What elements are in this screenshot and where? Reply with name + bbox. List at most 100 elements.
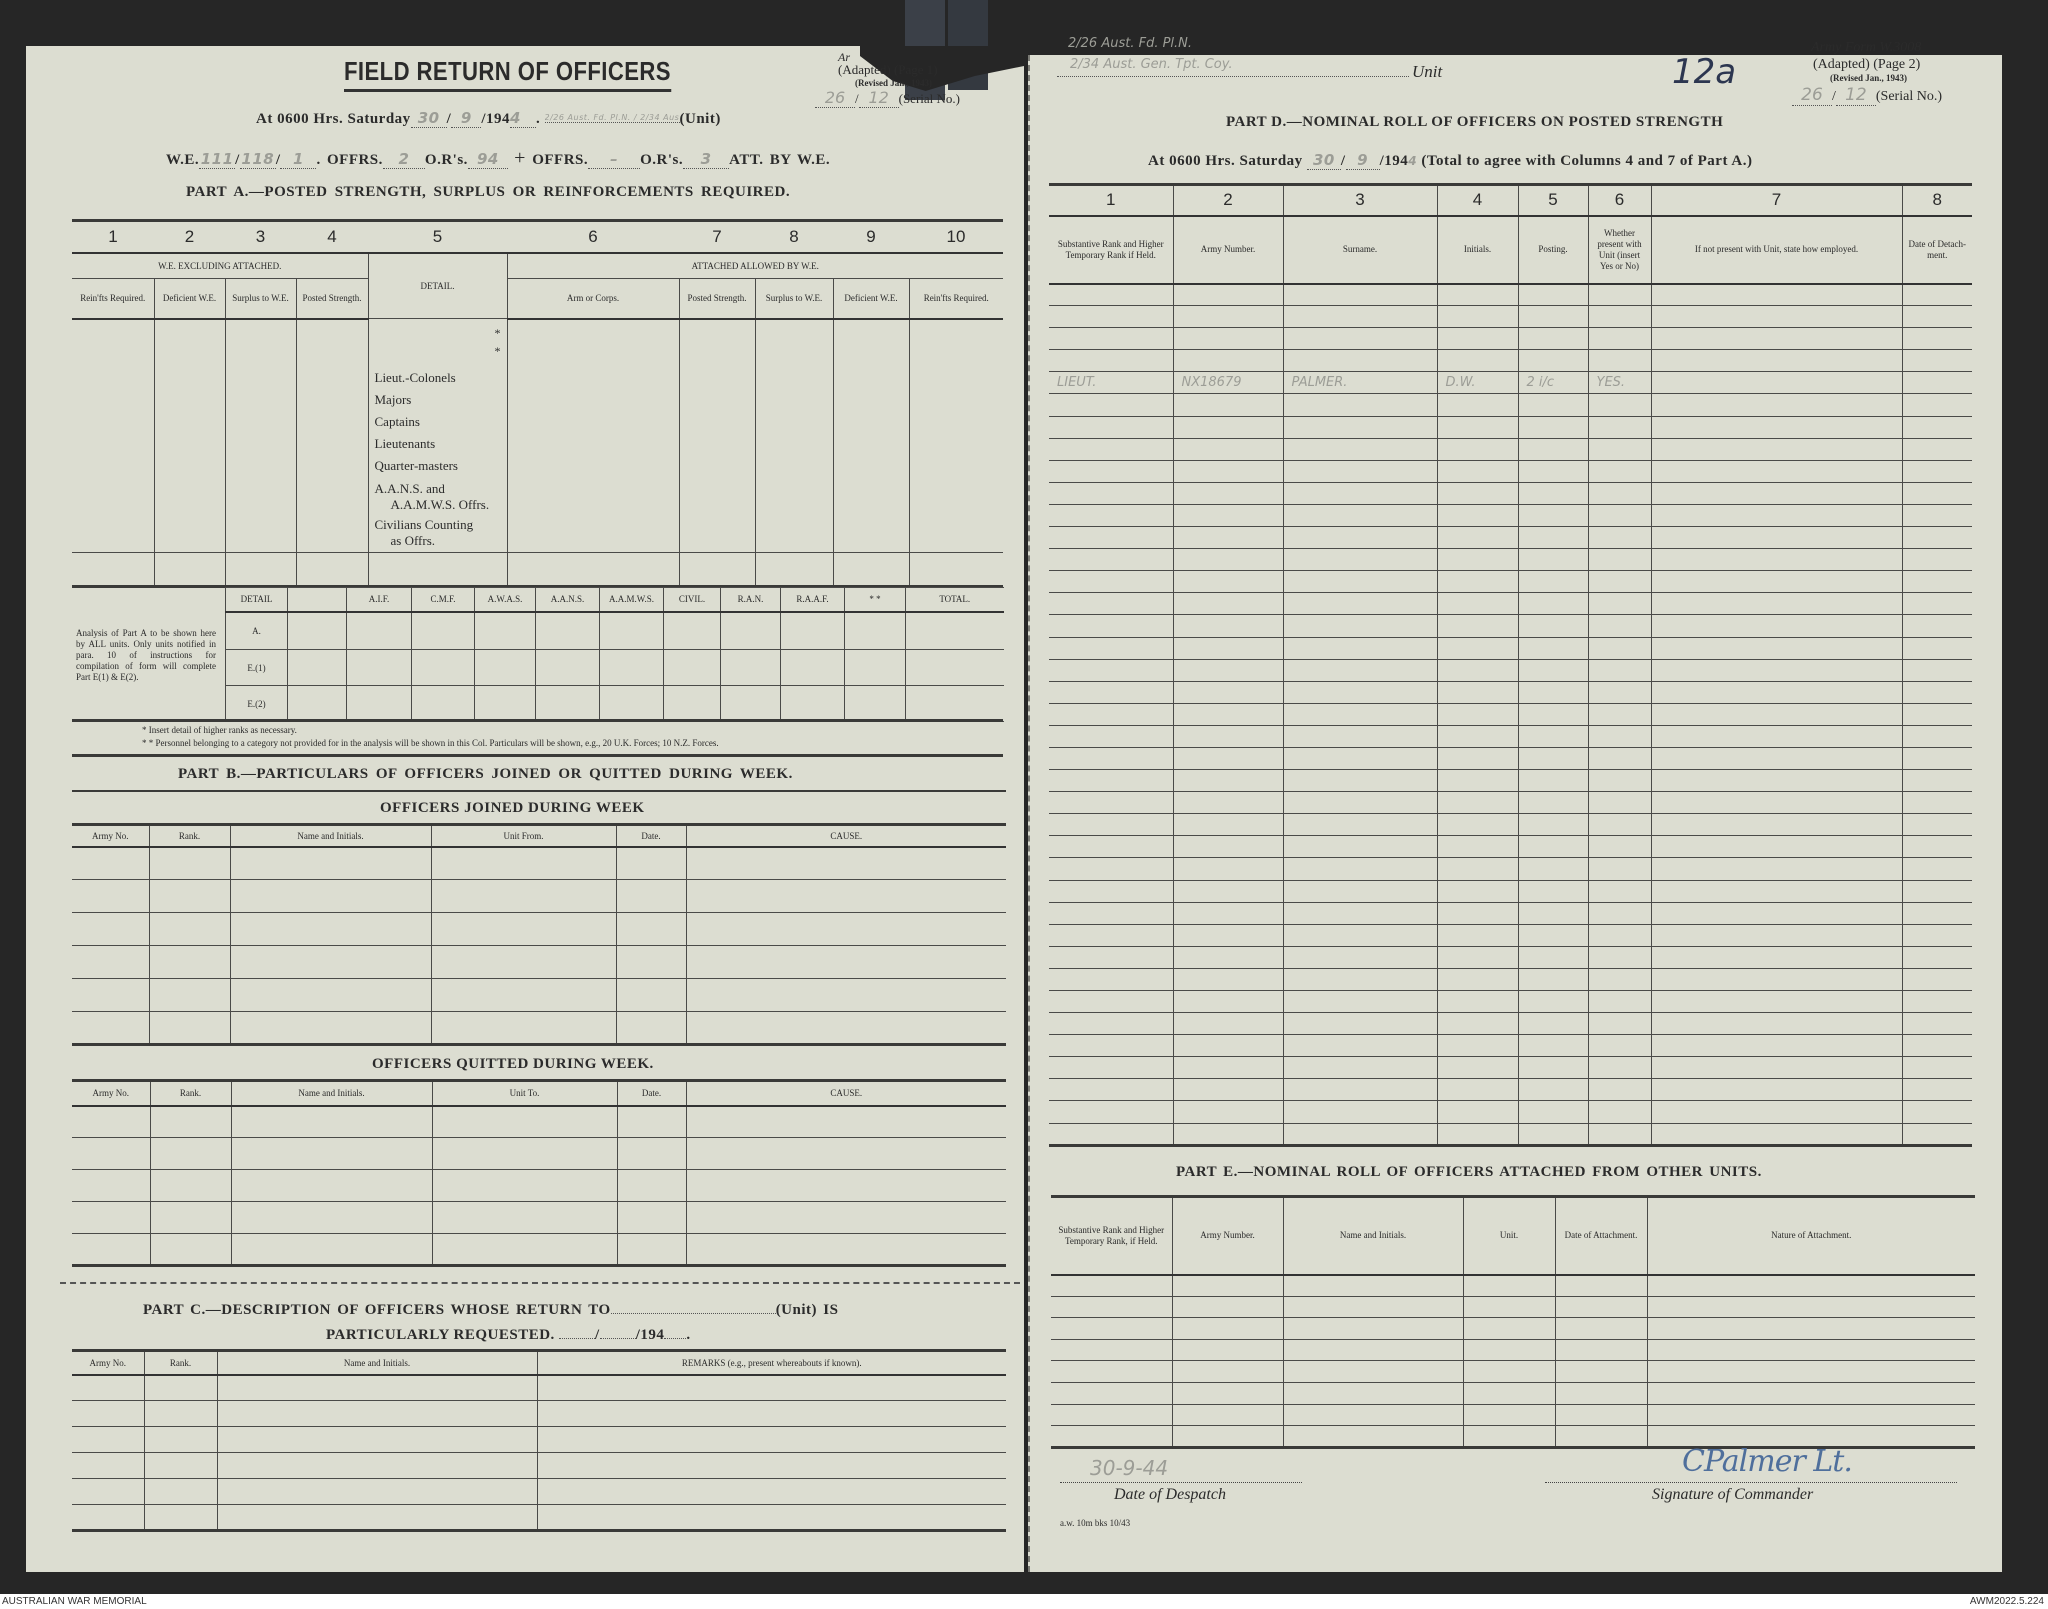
table-cell[interactable] xyxy=(1650,813,1903,837)
table-cell[interactable] xyxy=(1901,503,1972,528)
table-cell[interactable] xyxy=(1901,1078,1972,1102)
table-cell[interactable] xyxy=(1587,702,1652,726)
table-cell[interactable] xyxy=(616,1105,687,1138)
table-cell[interactable] xyxy=(1517,724,1589,748)
table-cell[interactable] xyxy=(536,1478,1006,1505)
table-cell[interactable] xyxy=(720,685,781,722)
we-field-1[interactable]: 111 xyxy=(199,150,236,169)
table-cell[interactable] xyxy=(720,611,781,650)
table-cell[interactable] xyxy=(1171,1295,1284,1319)
table-cell[interactable] xyxy=(1282,1425,1464,1449)
table-cell[interactable] xyxy=(599,611,664,650)
table-cell[interactable] xyxy=(1587,989,1652,1014)
table-cell[interactable] xyxy=(1172,791,1284,815)
table-cell[interactable] xyxy=(1172,901,1284,925)
table-cell[interactable] xyxy=(1051,1360,1173,1383)
table-cell[interactable] xyxy=(1282,393,1438,417)
table-cell[interactable] xyxy=(1172,835,1284,859)
table-cell[interactable] xyxy=(1049,746,1174,771)
table-cell[interactable] xyxy=(1172,481,1284,505)
table-cell[interactable]: 2 i/c xyxy=(1517,371,1589,395)
table-cell[interactable] xyxy=(1436,592,1519,616)
table-cell[interactable] xyxy=(1587,548,1652,572)
table-cell[interactable] xyxy=(1049,437,1174,461)
table-cell[interactable] xyxy=(287,685,347,722)
table-cell[interactable] xyxy=(1587,1056,1652,1080)
table-cell[interactable] xyxy=(1436,813,1519,837)
table-cell[interactable] xyxy=(229,945,432,979)
table-cell[interactable] xyxy=(1650,349,1903,373)
table-cell[interactable] xyxy=(1436,791,1519,815)
table-cell[interactable] xyxy=(1049,1056,1174,1080)
table-cell[interactable] xyxy=(599,685,664,722)
table-cell[interactable] xyxy=(1646,1403,1975,1427)
table-cell[interactable] xyxy=(844,649,906,686)
table-cell[interactable] xyxy=(1436,393,1519,417)
table-cell[interactable] xyxy=(1650,1078,1903,1102)
table-cell[interactable] xyxy=(1587,791,1652,815)
table-cell[interactable] xyxy=(1650,769,1903,793)
table-cell[interactable] xyxy=(1172,945,1284,969)
table-cell[interactable] xyxy=(1517,923,1589,947)
table-cell[interactable] xyxy=(1049,459,1174,483)
table-cell[interactable] xyxy=(1436,415,1519,439)
table-cell[interactable] xyxy=(535,649,600,686)
table-cell[interactable] xyxy=(1282,1360,1464,1383)
table-cell[interactable] xyxy=(1517,1056,1589,1080)
table-cell[interactable] xyxy=(1049,393,1174,417)
table-cell[interactable] xyxy=(1554,1381,1648,1405)
table-cell[interactable] xyxy=(1462,1381,1556,1405)
table-cell[interactable] xyxy=(1049,481,1174,505)
table-cell[interactable] xyxy=(149,1233,232,1267)
table-cell[interactable] xyxy=(1436,1078,1519,1102)
table-cell[interactable] xyxy=(1587,570,1652,594)
table-cell[interactable] xyxy=(1517,393,1589,417)
cell[interactable] xyxy=(678,318,756,553)
table-cell[interactable]: LIEUT. xyxy=(1049,371,1174,395)
table-cell[interactable] xyxy=(1901,371,1972,395)
table-cell[interactable] xyxy=(1436,680,1519,704)
table-cell[interactable] xyxy=(599,649,664,686)
table-cell[interactable] xyxy=(616,1233,687,1267)
table-cell[interactable] xyxy=(1517,1034,1589,1058)
table-cell[interactable] xyxy=(1517,437,1589,461)
table-cell[interactable] xyxy=(1587,614,1652,638)
table-cell[interactable] xyxy=(1172,680,1284,704)
table-cell[interactable] xyxy=(1282,1295,1464,1319)
table-cell[interactable] xyxy=(663,685,721,722)
table-cell[interactable] xyxy=(1587,305,1652,329)
table-cell[interactable] xyxy=(1646,1381,1975,1405)
table-cell[interactable] xyxy=(1049,1034,1174,1058)
table-cell[interactable] xyxy=(1282,327,1438,351)
serial-a[interactable]: 26 xyxy=(1792,85,1832,106)
table-cell[interactable] xyxy=(1172,702,1284,726)
table-cell[interactable] xyxy=(1282,813,1438,837)
table-cell[interactable] xyxy=(1901,967,1972,992)
table-cell[interactable] xyxy=(1172,349,1284,373)
table-cell[interactable] xyxy=(1462,1274,1556,1297)
table-cell[interactable] xyxy=(1051,1381,1173,1405)
table-cell[interactable] xyxy=(1282,548,1438,572)
table-cell[interactable] xyxy=(1901,1100,1972,1124)
table-cell[interactable] xyxy=(1282,349,1438,373)
table-cell[interactable] xyxy=(1517,636,1589,660)
table-cell[interactable] xyxy=(1282,459,1438,483)
table-cell[interactable] xyxy=(72,945,150,979)
table-cell[interactable] xyxy=(1587,813,1652,837)
table-cell[interactable] xyxy=(1436,835,1519,859)
table-cell[interactable] xyxy=(1901,349,1972,373)
table-cell[interactable] xyxy=(148,978,231,1012)
table-cell[interactable] xyxy=(1587,349,1652,373)
table-cell[interactable] xyxy=(905,611,1004,650)
table-cell[interactable] xyxy=(1650,415,1903,439)
table-cell[interactable] xyxy=(1517,548,1589,572)
table-cell[interactable] xyxy=(1650,1100,1903,1124)
table-cell[interactable] xyxy=(1517,592,1589,616)
table-cell[interactable] xyxy=(1172,282,1284,307)
table-cell[interactable] xyxy=(685,1201,1006,1234)
table-cell[interactable] xyxy=(1436,746,1519,771)
table-cell[interactable] xyxy=(1901,282,1972,307)
table-cell[interactable] xyxy=(1436,1100,1519,1124)
table-cell[interactable] xyxy=(616,1137,687,1170)
table-cell[interactable]: PALMER. xyxy=(1282,371,1438,395)
